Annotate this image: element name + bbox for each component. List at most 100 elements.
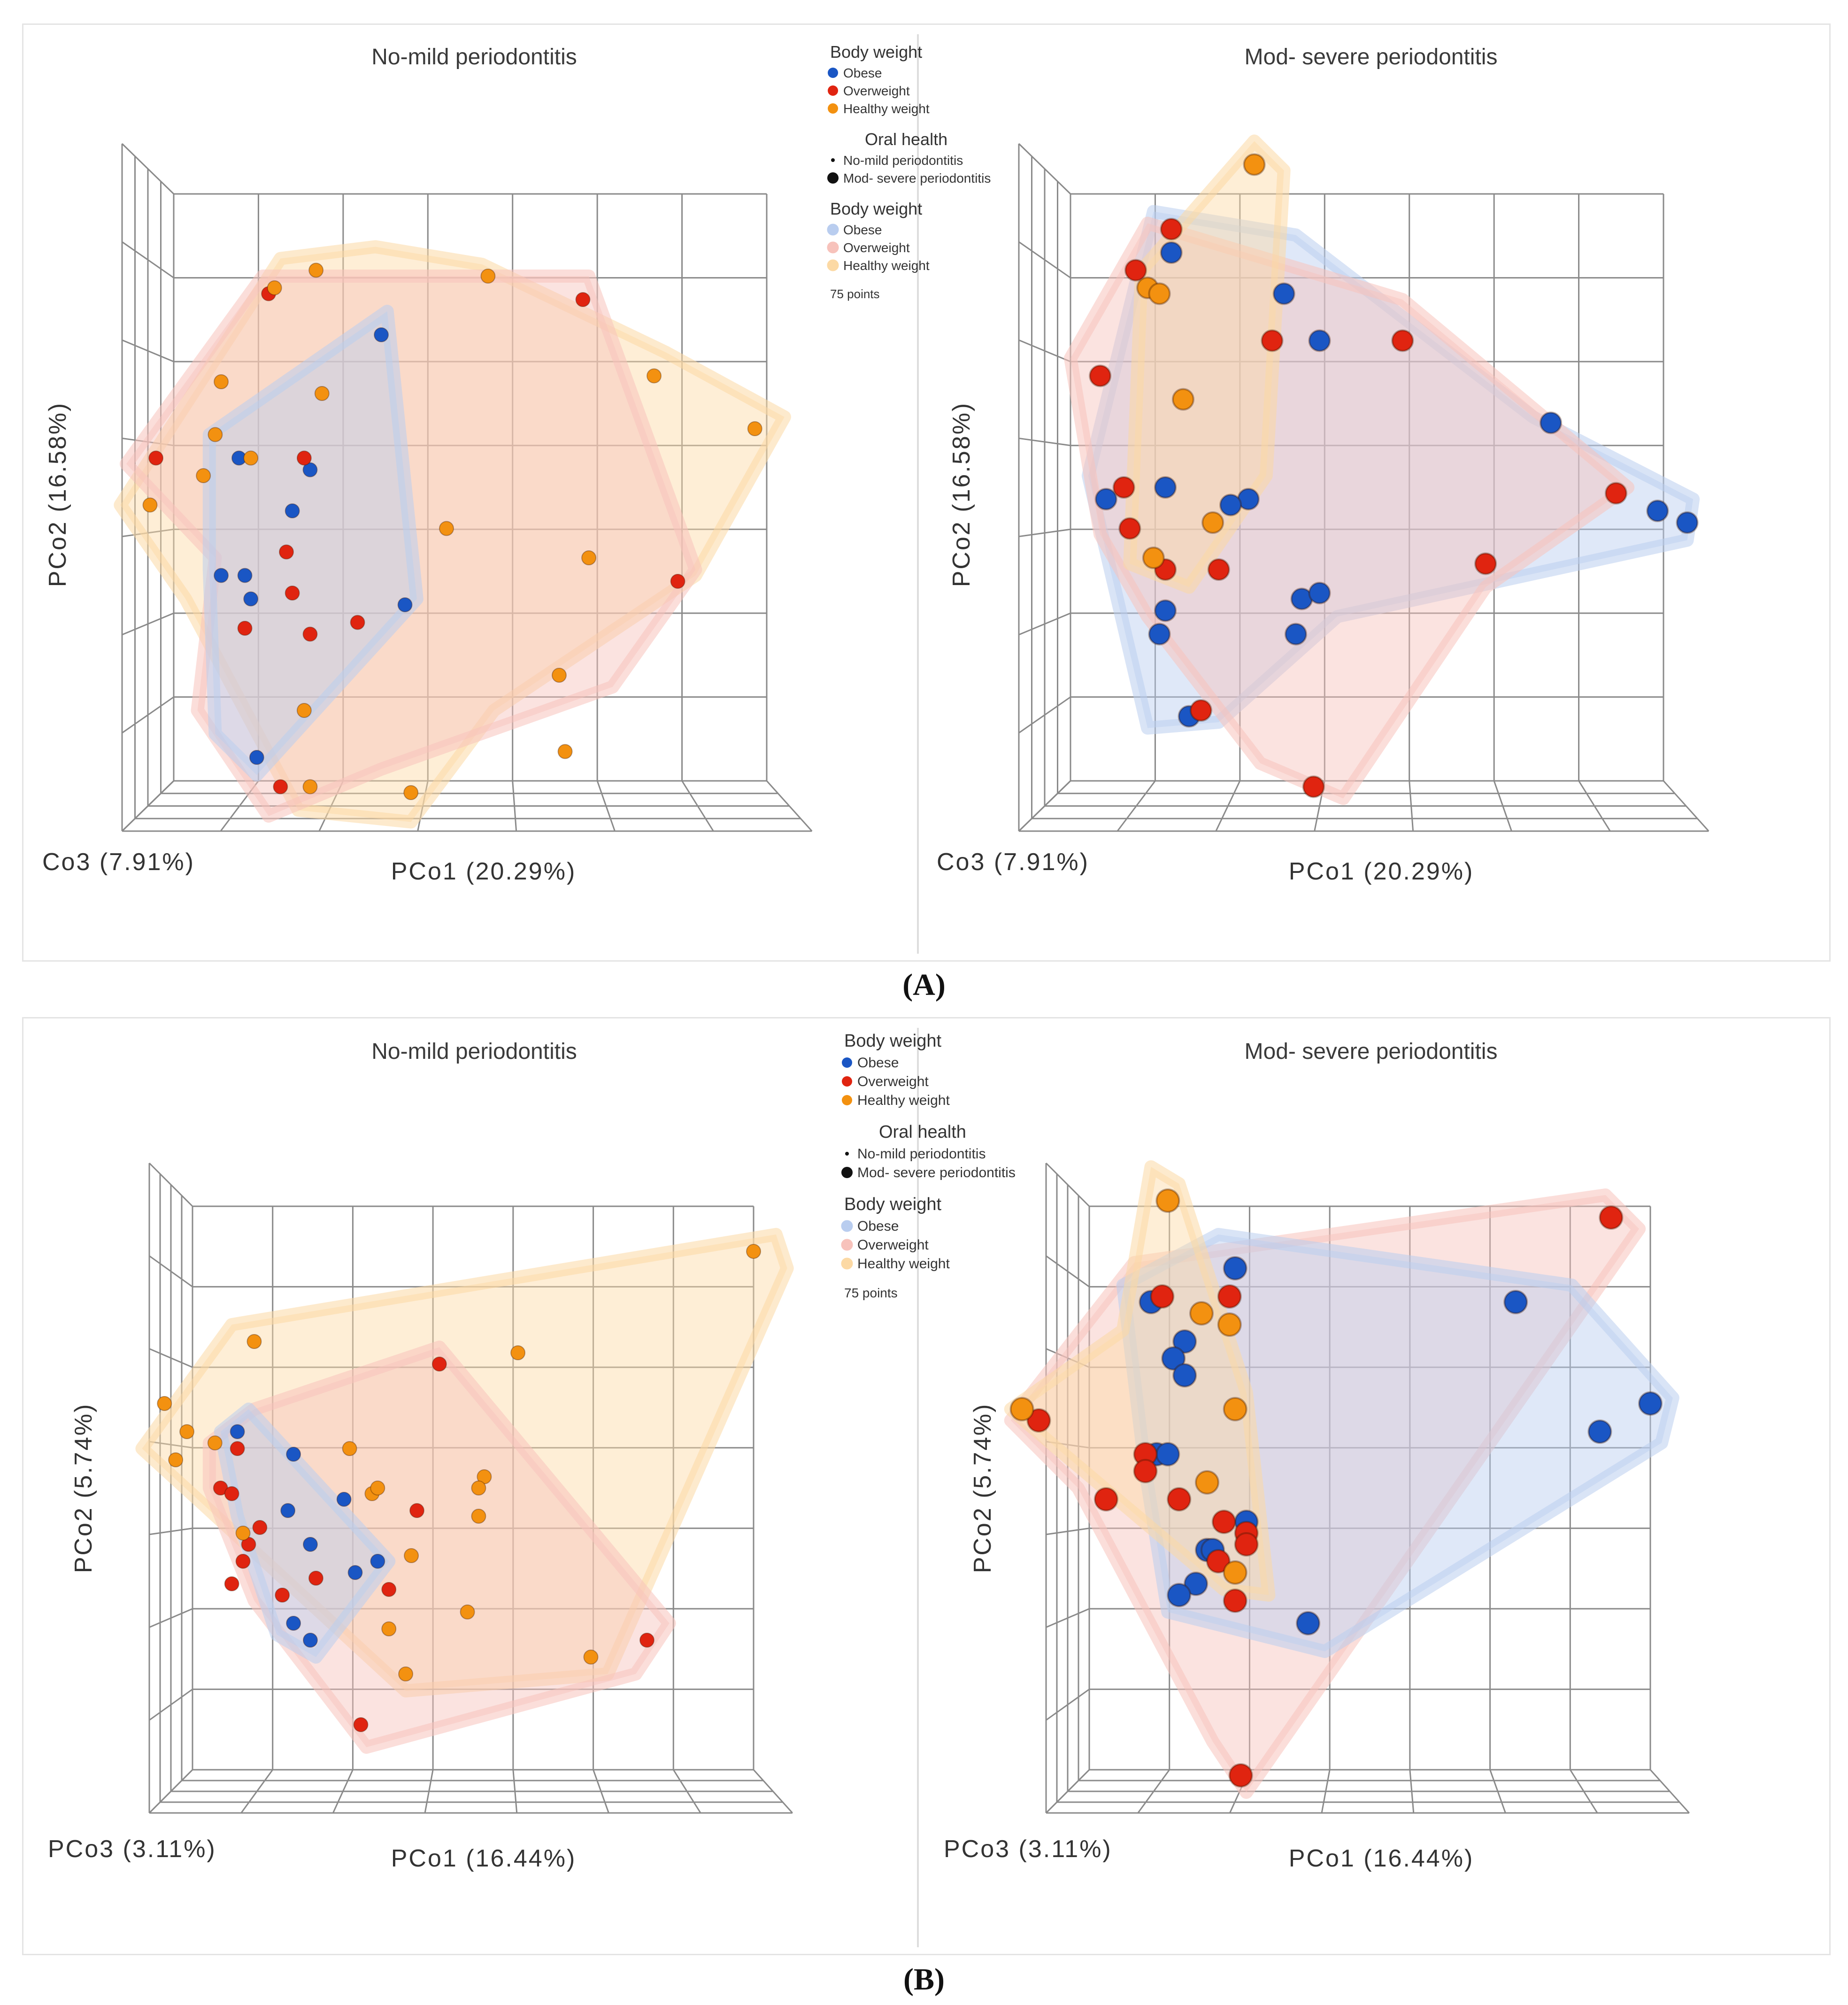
legend-item-hull: Healthy weight	[857, 1256, 950, 1272]
point-healthy-weight	[746, 1244, 761, 1259]
plot-title: Mod- severe periodontitis	[1245, 45, 1498, 69]
grid-line	[753, 1769, 793, 1814]
point-overweight	[1223, 1589, 1247, 1613]
point-obese	[1155, 1442, 1180, 1466]
point-overweight	[302, 626, 318, 642]
grid-line	[332, 1769, 354, 1813]
point-overweight	[1133, 1459, 1158, 1483]
point-healthy-weight	[208, 427, 223, 442]
point-obese	[1094, 488, 1117, 510]
point-obese	[280, 1503, 296, 1518]
point-healthy-weight	[381, 1621, 397, 1636]
point-healthy-weight	[551, 668, 567, 683]
point-healthy-weight	[1142, 547, 1165, 569]
figure-panel-a: No-mild periodontitis PCo2 (16.58%) Co3 (7…	[22, 23, 1831, 962]
grid-line	[149, 1689, 193, 1721]
legend-item-oral-health: No-mild periodontitis	[843, 153, 963, 168]
point-healthy-weight	[747, 421, 762, 436]
legend-marker-obese	[828, 68, 838, 78]
point-healthy-weight	[480, 269, 496, 284]
legend-marker-overweight	[842, 1076, 852, 1087]
hull-obese	[214, 1403, 396, 1664]
point-overweight	[575, 292, 591, 307]
grid-line	[122, 339, 174, 362]
legend-points-count: 75 points	[844, 1286, 898, 1300]
point-obese	[1172, 1329, 1197, 1354]
grid-line	[1045, 1769, 1090, 1814]
legend-item-hull: Obese	[843, 223, 882, 237]
point-obese	[1172, 1363, 1197, 1388]
hull-obese	[202, 305, 424, 782]
point-overweight	[273, 779, 288, 794]
grid-line	[1018, 528, 1071, 538]
legend-item-oral-health: Mod- severe periodontitis	[857, 1165, 1016, 1180]
point-obese	[214, 568, 229, 583]
point-healthy-weight	[157, 1396, 172, 1411]
point-healthy-weight	[1217, 1312, 1242, 1337]
grid-line	[1046, 1689, 1090, 1721]
point-overweight	[1217, 1284, 1242, 1309]
grid-line	[1493, 780, 1512, 832]
point-healthy-weight	[404, 1548, 419, 1563]
point-obese	[249, 750, 264, 765]
point-healthy-weight	[246, 1334, 262, 1349]
grid-line	[149, 1441, 193, 1449]
point-obese	[370, 1554, 385, 1569]
point-healthy-weight	[1223, 1560, 1247, 1585]
hulls-A-left	[114, 240, 791, 829]
legend-marker-oral-health	[831, 158, 835, 162]
points-B-left	[157, 1244, 761, 1732]
legend-title-body-weight: Body weight	[830, 42, 922, 62]
grid-line	[149, 1608, 193, 1628]
grid-line	[593, 1769, 609, 1813]
hulls-A-right	[1064, 134, 1700, 805]
point-overweight	[431, 1357, 447, 1372]
point-healthy-weight	[302, 779, 318, 794]
point-obese	[336, 1492, 352, 1507]
hull-healthy-weight	[114, 240, 791, 829]
point-obese	[237, 568, 253, 583]
grid-line	[424, 1769, 434, 1813]
point-healthy-weight	[342, 1441, 357, 1456]
legend-marker-hull	[827, 259, 839, 271]
grid-line	[1045, 1162, 1090, 1207]
point-overweight	[1391, 329, 1414, 352]
plot-B-right: Mod- severe periodontitis PCo2 (5.74%) PCo…	[944, 1039, 1690, 1872]
panel-a-svg: No-mild periodontitis PCo2 (16.58%) Co3 (7…	[42, 34, 1709, 954]
point-healthy-weight	[647, 368, 662, 384]
grid-line	[512, 780, 517, 832]
point-healthy-weight	[243, 450, 259, 466]
point-overweight	[670, 574, 685, 589]
hull-overweight	[1004, 1188, 1646, 1799]
plot-B-left: No-mild periodontitis PCo2 (5.74%) PCo3 (3…	[48, 1039, 794, 1872]
grid-line	[121, 143, 175, 195]
grid-line	[673, 1769, 701, 1813]
legend-marker-hull	[827, 241, 839, 254]
grid-line	[1018, 696, 1071, 734]
point-healthy-weight	[308, 262, 324, 278]
legend-title-oral-health: Oral health	[865, 130, 947, 149]
panel-label-a: (A)	[902, 968, 946, 1002]
legend-marker-healthy-weight	[828, 103, 838, 114]
point-overweight	[1026, 1408, 1051, 1433]
point-healthy-weight	[398, 1666, 414, 1681]
point-healthy-weight	[557, 744, 573, 759]
grid-line	[1137, 1769, 1170, 1813]
point-overweight	[285, 586, 300, 601]
hulls-B-right	[1004, 1160, 1679, 1799]
legend-item-hull: Overweight	[843, 240, 910, 255]
point-overweight	[381, 1582, 397, 1597]
legend-item-oral-health: No-mild periodontitis	[857, 1146, 986, 1162]
x-axis-label: PCo1 (20.29%)	[391, 858, 577, 885]
legend-item-obese: Obese	[857, 1055, 899, 1071]
point-healthy-weight	[168, 1452, 184, 1467]
legend-points-count: 75 points	[830, 287, 880, 301]
point-healthy-weight	[142, 497, 158, 513]
point-obese	[286, 1447, 301, 1462]
point-overweight	[1167, 1487, 1192, 1511]
point-healthy-weight	[370, 1481, 385, 1496]
point-healthy-weight	[1194, 1470, 1219, 1495]
point-obese	[1272, 282, 1295, 305]
point-obese	[347, 1565, 363, 1580]
point-obese	[1161, 1346, 1186, 1371]
